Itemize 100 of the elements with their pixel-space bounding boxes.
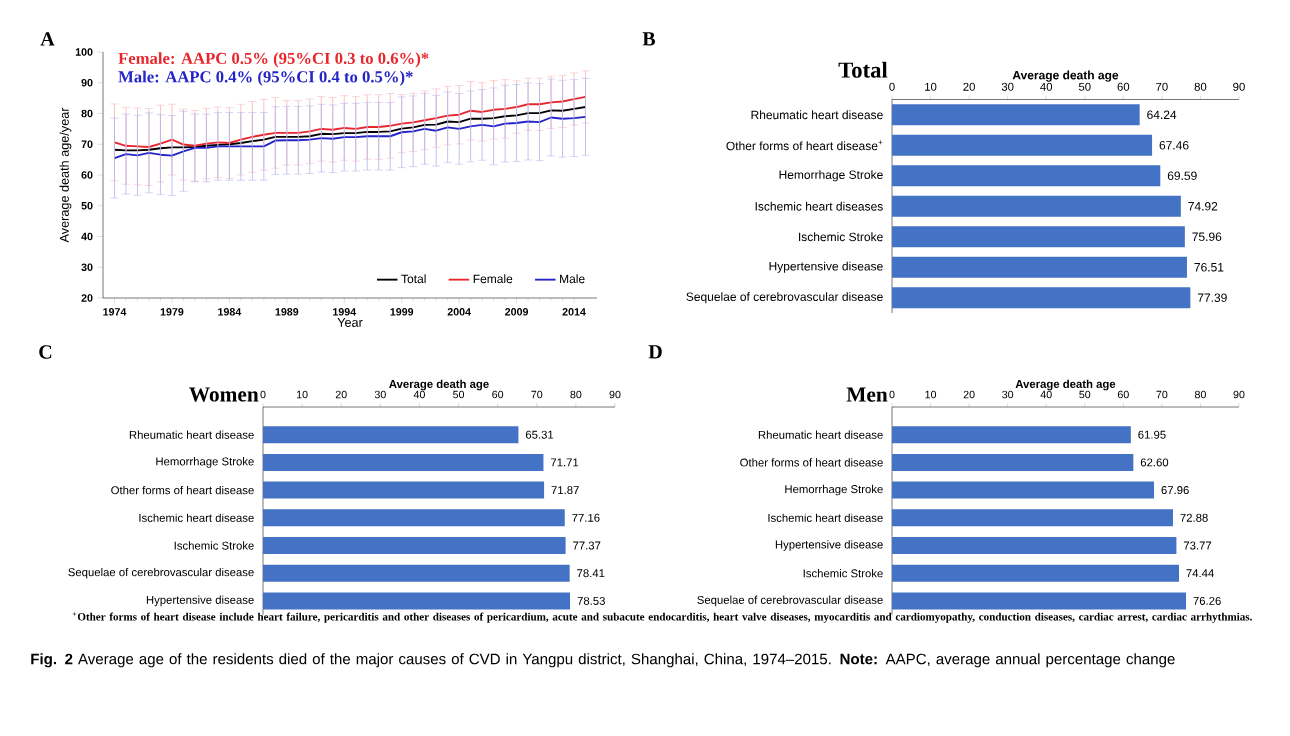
x-tick-label: 20 xyxy=(963,82,975,91)
x-axis-title: Average death age xyxy=(1015,379,1116,391)
chart-title: Total xyxy=(838,61,888,78)
x-tick-label: 0 xyxy=(889,390,895,399)
y-tick-label: Sequelae of cerebrovascular disease xyxy=(697,595,883,607)
text: B xyxy=(642,32,656,46)
x-tick-label: 1979 xyxy=(160,308,184,316)
data-label: 61.95 xyxy=(1138,430,1166,439)
data-label: 67.46 xyxy=(1159,141,1189,150)
data-label: 65.31 xyxy=(525,430,554,439)
chart-title: Men xyxy=(846,387,888,402)
data-label: 74.44 xyxy=(1186,569,1214,578)
data-label: 77.39 xyxy=(1197,293,1227,302)
y-tick-label: 40 xyxy=(81,232,93,241)
x-tick-label: 90 xyxy=(609,390,621,399)
x-tick-label: 1989 xyxy=(275,308,299,316)
text: A xyxy=(40,32,55,46)
x-tick-label: 40 xyxy=(413,390,425,399)
x-tick-label: 40 xyxy=(1040,82,1053,91)
y-tick-label: Other forms of heart disease$^{+}$ xyxy=(726,140,883,151)
y-tick-label: Sequelae of cerebrovascular disease xyxy=(68,567,254,579)
x-tick-label: 70 xyxy=(1156,82,1168,91)
data-label: 64.24 xyxy=(1147,110,1177,120)
y-tick-label: Rheumatic heart disease xyxy=(751,110,883,120)
y-tick-label: 100 xyxy=(75,48,93,56)
y-tick-label: 20 xyxy=(81,294,93,302)
x-tick-label: 1994 xyxy=(333,308,357,316)
legend-label: Female xyxy=(473,274,513,284)
y-axis-title: Average death age/year xyxy=(59,107,72,243)
y-tick-label: Sequelae of cerebrovascular disease xyxy=(686,292,883,304)
text: Fig. 2 Average age of the residents died of the major causes of CVD in Yangpu district, Shanghai, China, 1974–2015. Note: AAPC, average annual percentage change xyxy=(31,653,1175,668)
x-tick-label: 90 xyxy=(1233,390,1245,399)
x-tick-label: 50 xyxy=(1079,390,1091,399)
annotation: Female: AAPC 0.5% (95%CI 0.3 to 0.6%)* xyxy=(118,52,429,68)
x-tick-label: 30 xyxy=(1001,82,1014,91)
data-label: 78.41 xyxy=(577,569,605,578)
x-tick-label: 20 xyxy=(963,390,975,399)
x-tick-label: 1999 xyxy=(390,308,414,316)
annotation: $^{+}$Other forms of heart disease include heart failure, pericarditis and other diseases of pericardium, acute and subacute endocarditis, heart valve diseases, myocarditis and cardiomyopathy, conduction diseases, cardiac arrest, cardiac arrhythmias. xyxy=(72,612,1252,623)
x-tick-label: 20 xyxy=(335,390,347,399)
x-tick-label: 50 xyxy=(453,390,465,399)
y-tick-label: 70 xyxy=(81,140,93,149)
x-tick-label: 60 xyxy=(492,390,504,399)
data-label: 77.16 xyxy=(572,513,600,522)
data-label: 76.26 xyxy=(1193,596,1221,605)
data-label: 78.53 xyxy=(577,596,605,605)
data-label: 71.71 xyxy=(550,458,579,467)
y-tick-label: Ischemic Stroke xyxy=(799,232,883,242)
x-tick-label: 90 xyxy=(1233,82,1245,91)
x-tick-label: 10 xyxy=(297,390,308,399)
chart-title: Women xyxy=(189,387,259,402)
x-tick-label: 2004 xyxy=(447,308,471,316)
data-label: 74.92 xyxy=(1188,202,1218,211)
x-tick-label: 60 xyxy=(1117,390,1129,399)
data-label: 67.96 xyxy=(1161,486,1189,495)
y-tick-label: 60 xyxy=(81,171,93,179)
data-label: 73.77 xyxy=(1183,541,1212,550)
y-tick-label: Hypertensive disease xyxy=(775,540,883,551)
text: C xyxy=(39,345,52,359)
y-tick-label: Other forms of heart disease xyxy=(111,485,254,495)
legend-label: Total xyxy=(401,274,426,284)
y-tick-label: Ischemic heart disease xyxy=(768,513,883,522)
x-tick-label: 70 xyxy=(1156,390,1168,399)
x-tick-label: 80 xyxy=(1194,82,1207,91)
y-tick-label: Hemorrhage Stroke xyxy=(785,484,883,496)
y-tick-label: Hemorrhage Stroke xyxy=(779,170,883,182)
data-label: 62.60 xyxy=(1140,458,1169,467)
x-tick-label: 1974 xyxy=(103,308,127,316)
x-tick-label: 10 xyxy=(925,390,937,399)
x-tick-label: 10 xyxy=(925,82,937,91)
x-tick-label: 70 xyxy=(531,390,543,399)
x-axis-title: Average death age xyxy=(1012,70,1119,82)
x-tick-label: 2014 xyxy=(562,308,586,316)
data-label: 69.59 xyxy=(1167,171,1197,181)
y-tick-label: Rheumatic heart disease xyxy=(129,430,254,439)
data-label: 77.37 xyxy=(573,541,601,550)
data-label: 72.88 xyxy=(1180,513,1208,522)
x-tick-label: 30 xyxy=(1002,390,1014,399)
y-tick-label: Hemorrhage Stroke xyxy=(156,457,254,468)
data-label: 75.96 xyxy=(1192,232,1222,242)
y-tick-label: Ischemic heart disease xyxy=(139,513,254,522)
x-tick-label: 60 xyxy=(1117,82,1130,91)
x-tick-label: 50 xyxy=(1078,82,1091,91)
x-tick-label: 0 xyxy=(260,390,266,399)
x-tick-label: 1984 xyxy=(218,308,242,316)
x-tick-label: 30 xyxy=(374,390,386,399)
x-axis-title: Year xyxy=(337,318,363,327)
y-tick-label: 80 xyxy=(81,109,93,118)
x-tick-label: 40 xyxy=(1040,390,1052,399)
data-label: 71.87 xyxy=(551,486,579,495)
y-tick-label: Ischemic Stroke xyxy=(174,541,254,550)
x-axis-title: Average death age xyxy=(389,379,489,391)
data-label: 76.51 xyxy=(1194,262,1224,272)
x-tick-label: 80 xyxy=(1194,390,1206,399)
y-tick-label: Ischemic Stroke xyxy=(803,569,883,578)
y-tick-label: Rheumatic heart disease xyxy=(758,430,883,439)
y-tick-label: Other forms of heart disease xyxy=(740,458,883,467)
x-tick-label: 2009 xyxy=(505,308,529,316)
y-tick-label: Hypertensive disease xyxy=(146,595,254,607)
x-tick-label: 80 xyxy=(570,390,582,399)
